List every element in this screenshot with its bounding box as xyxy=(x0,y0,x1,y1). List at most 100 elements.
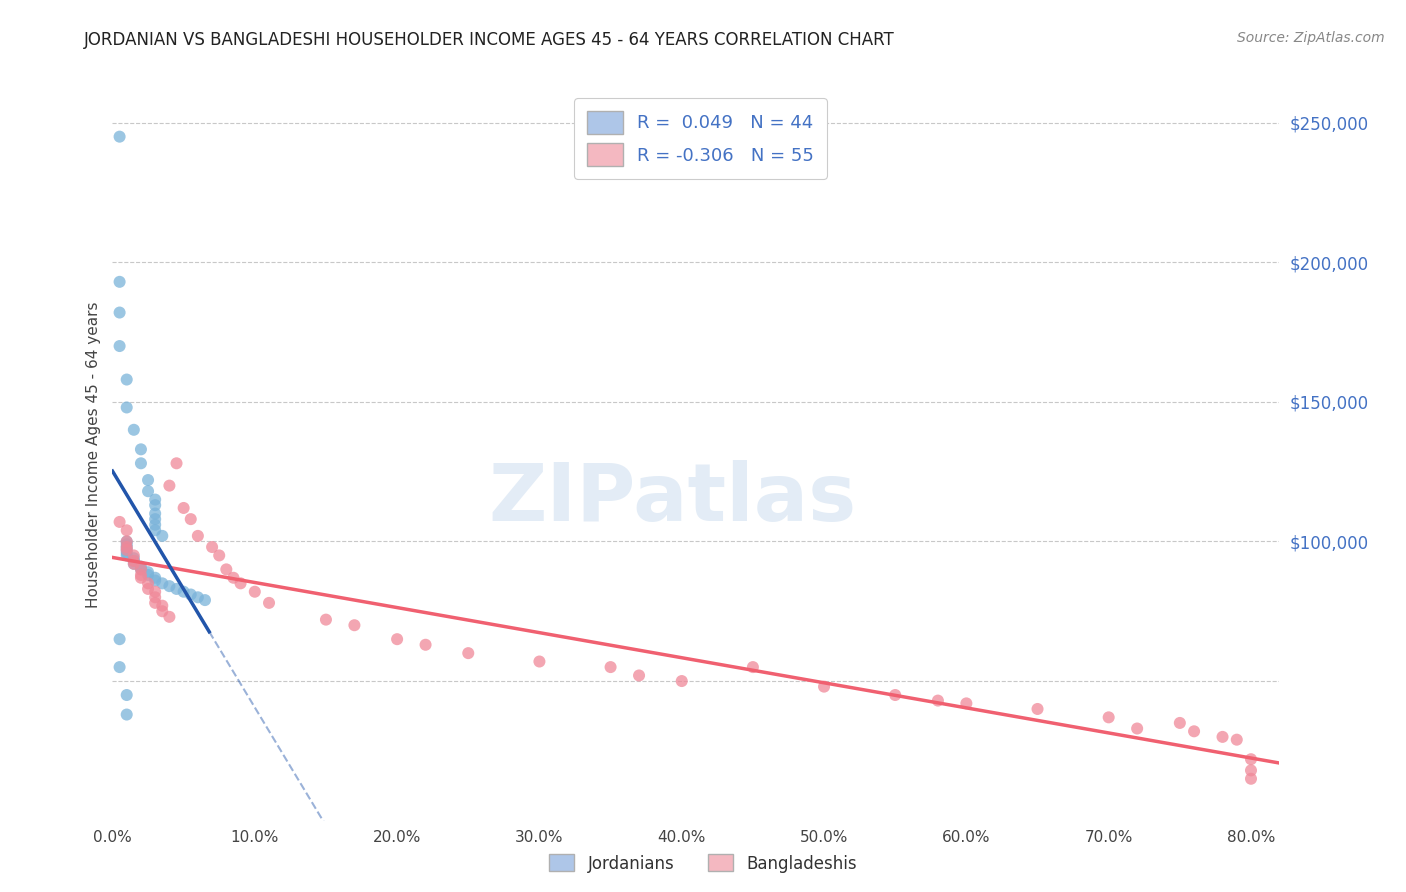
Point xyxy=(115,549,138,563)
Point xyxy=(129,559,152,574)
Legend: Jordanians, Bangladeshis: Jordanians, Bangladeshis xyxy=(543,847,863,880)
Point xyxy=(108,339,131,353)
Point xyxy=(143,596,166,610)
Text: Source: ZipAtlas.com: Source: ZipAtlas.com xyxy=(1237,31,1385,45)
Point xyxy=(166,582,188,596)
Point xyxy=(115,540,138,554)
Point xyxy=(229,576,252,591)
Point xyxy=(122,549,145,563)
Point xyxy=(122,554,145,568)
Point xyxy=(150,604,173,618)
Point xyxy=(741,660,763,674)
Point xyxy=(1182,724,1205,739)
Point xyxy=(1098,710,1121,724)
Point xyxy=(599,660,621,674)
Point xyxy=(927,693,949,707)
Point xyxy=(457,646,479,660)
Point xyxy=(122,557,145,571)
Point xyxy=(166,456,188,470)
Point xyxy=(115,534,138,549)
Point xyxy=(180,512,202,526)
Point xyxy=(108,275,131,289)
Point xyxy=(671,674,693,689)
Point xyxy=(415,638,437,652)
Point xyxy=(115,401,138,415)
Point xyxy=(136,582,159,596)
Legend: R =  0.049   N = 44, R = -0.306   N = 55: R = 0.049 N = 44, R = -0.306 N = 55 xyxy=(574,98,827,179)
Point xyxy=(1168,715,1191,730)
Point xyxy=(628,668,651,682)
Point xyxy=(115,372,138,386)
Point xyxy=(108,129,131,144)
Point xyxy=(343,618,366,632)
Point xyxy=(157,579,180,593)
Point xyxy=(157,478,180,492)
Point xyxy=(187,529,209,543)
Point xyxy=(122,557,145,571)
Point xyxy=(136,484,159,499)
Text: ZIPatlas: ZIPatlas xyxy=(488,459,856,538)
Point xyxy=(208,549,231,563)
Point xyxy=(1026,702,1049,716)
Point xyxy=(143,574,166,588)
Point xyxy=(122,423,145,437)
Point xyxy=(243,584,266,599)
Point xyxy=(143,512,166,526)
Point xyxy=(115,540,138,554)
Text: JORDANIAN VS BANGLADESHI HOUSEHOLDER INCOME AGES 45 - 64 YEARS CORRELATION CHART: JORDANIAN VS BANGLADESHI HOUSEHOLDER INC… xyxy=(84,31,896,49)
Y-axis label: Householder Income Ages 45 - 64 years: Householder Income Ages 45 - 64 years xyxy=(86,301,101,608)
Point xyxy=(108,660,131,674)
Point xyxy=(150,529,173,543)
Point xyxy=(115,542,138,557)
Point xyxy=(180,587,202,601)
Point xyxy=(1212,730,1234,744)
Point xyxy=(1126,722,1149,736)
Point xyxy=(1240,764,1263,778)
Point xyxy=(150,599,173,613)
Point xyxy=(122,551,145,566)
Point xyxy=(257,596,280,610)
Point xyxy=(529,655,551,669)
Point xyxy=(201,540,224,554)
Point xyxy=(150,576,173,591)
Point xyxy=(143,524,166,538)
Point xyxy=(315,613,337,627)
Point xyxy=(194,593,217,607)
Point xyxy=(157,610,180,624)
Point xyxy=(813,680,835,694)
Point xyxy=(215,562,238,576)
Point xyxy=(143,492,166,507)
Point xyxy=(136,568,159,582)
Point xyxy=(1226,732,1249,747)
Point xyxy=(136,473,159,487)
Point xyxy=(129,562,152,576)
Point xyxy=(115,537,138,551)
Point xyxy=(1240,752,1263,766)
Point xyxy=(187,591,209,605)
Point xyxy=(115,707,138,722)
Point xyxy=(122,554,145,568)
Point xyxy=(115,542,138,557)
Point xyxy=(108,632,131,647)
Point xyxy=(173,584,195,599)
Point xyxy=(143,507,166,521)
Point xyxy=(129,442,152,457)
Point xyxy=(108,305,131,319)
Point xyxy=(115,688,138,702)
Point xyxy=(955,697,977,711)
Point xyxy=(143,571,166,585)
Point xyxy=(115,534,138,549)
Point xyxy=(173,500,195,515)
Point xyxy=(108,515,131,529)
Point xyxy=(385,632,408,647)
Point xyxy=(115,524,138,538)
Point xyxy=(115,546,138,560)
Point xyxy=(143,591,166,605)
Point xyxy=(143,498,166,512)
Point xyxy=(129,568,152,582)
Point xyxy=(222,571,245,585)
Point xyxy=(129,456,152,470)
Point xyxy=(136,565,159,579)
Point xyxy=(129,571,152,585)
Point xyxy=(143,584,166,599)
